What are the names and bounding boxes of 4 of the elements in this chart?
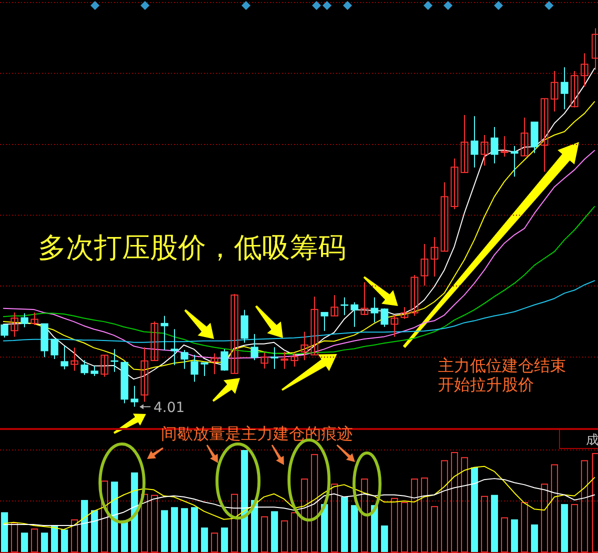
annotation: 多次打压股价，低吸筹码 [38, 231, 346, 264]
annotation: 主力低位建仓结束 [438, 356, 566, 375]
annotation: 4.01 [154, 400, 185, 416]
annotation: 开始拉升股价 [438, 375, 534, 394]
